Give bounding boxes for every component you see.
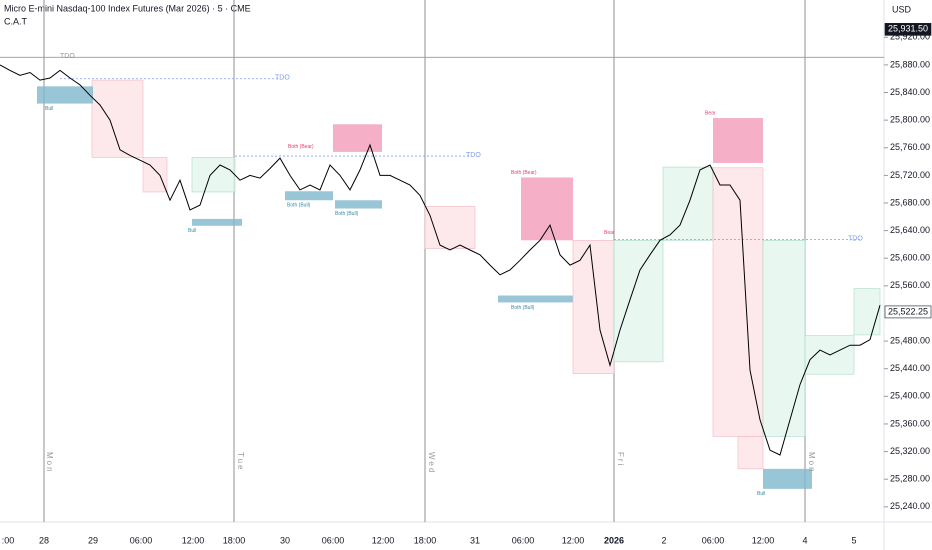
- zone: [737, 436, 764, 470]
- x-tick-label: 28: [39, 535, 49, 545]
- indicator-name: C.A.T: [4, 16, 28, 26]
- chart-title: Micro E-mini Nasdaq-100 Index Futures (M…: [4, 3, 251, 13]
- x-tick-label: 2: [661, 535, 666, 545]
- zone: [333, 124, 382, 152]
- x-tick-label: 31: [470, 535, 480, 545]
- y-tick-label: 25,480.00: [890, 335, 930, 345]
- zone: [763, 468, 812, 489]
- zone: [762, 239, 806, 437]
- zone: [498, 295, 573, 303]
- zone: [37, 86, 93, 104]
- box-label: Both (Bear): [511, 170, 537, 176]
- box-label: Bear: [604, 230, 615, 236]
- zone: [91, 79, 144, 158]
- y-tick-label: 25,320.00: [890, 446, 930, 456]
- x-tick-label: 12:00: [752, 535, 775, 545]
- zone: [192, 218, 242, 226]
- y-tick-label: 25,760.00: [890, 142, 930, 152]
- box-label: Both (Bull): [511, 305, 535, 311]
- box-label: Bull: [188, 228, 196, 234]
- level-label: TDO: [60, 53, 75, 60]
- day-label: Mon: [45, 452, 54, 474]
- zone: [521, 177, 573, 241]
- x-tick-label: 18:00: [223, 535, 246, 545]
- x-tick-label: 5: [851, 535, 856, 545]
- box-label: Bull: [757, 491, 765, 497]
- zone: [662, 166, 714, 241]
- level-label: TDO: [848, 235, 863, 242]
- x-tick-label: 2026: [604, 535, 624, 545]
- y-tick-label: 25,640.00: [890, 225, 930, 235]
- price-tag-label: 25,522.25: [888, 306, 928, 316]
- x-tick-label: 12:00: [372, 535, 395, 545]
- day-label: Mon: [807, 452, 816, 474]
- level-label: TDO: [466, 152, 481, 159]
- y-tick-label: 25,840.00: [890, 87, 930, 97]
- x-tick-label: 06:00: [702, 535, 725, 545]
- zone: [285, 191, 333, 201]
- price-tag: [884, 23, 932, 36]
- y-tick-label: 25,920.00: [890, 32, 930, 42]
- x-tick-label: 29: [88, 535, 98, 545]
- zone: [424, 206, 476, 249]
- zone: [613, 239, 664, 363]
- x-tick-label: 30: [280, 535, 290, 545]
- x-tick-label: 06:00: [130, 535, 153, 545]
- level-label: TDO: [275, 75, 290, 82]
- price-line: [0, 64, 881, 456]
- day-label: Fri: [616, 452, 625, 467]
- zone: [713, 118, 763, 163]
- x-tick-label: 06:00: [322, 535, 345, 545]
- x-tick-label: 12:00: [182, 535, 205, 545]
- box-label: Both (Bear): [288, 144, 314, 150]
- y-tick-label: 25,800.00: [890, 115, 930, 125]
- box-label: Bear: [705, 110, 716, 116]
- currency: USD: [892, 4, 912, 14]
- box-label: Bull: [45, 106, 53, 112]
- zone: [853, 288, 881, 336]
- y-tick-label: 25,280.00: [890, 474, 930, 484]
- y-tick-label: 25,240.00: [890, 501, 930, 511]
- y-tick-label: 25,560.00: [890, 280, 930, 290]
- x-tick-label: 06:00: [512, 535, 535, 545]
- y-tick-label: 25,680.00: [890, 197, 930, 207]
- y-tick-label: 25,880.00: [890, 59, 930, 69]
- box-label: Both (Bull): [335, 211, 359, 217]
- zone: [712, 167, 764, 437]
- price-tag: [884, 305, 932, 319]
- y-tick-label: 25,720.00: [890, 170, 930, 180]
- zone: [191, 157, 236, 193]
- y-tick-label: 25,400.00: [890, 391, 930, 401]
- y-tick-label: 25,440.00: [890, 363, 930, 373]
- x-tick-label: :00: [2, 535, 15, 545]
- price-tag-label: 25,931.50: [888, 24, 928, 34]
- zone: [142, 157, 168, 193]
- x-tick-label: 12:00: [562, 535, 585, 545]
- day-label: Wed: [427, 452, 436, 474]
- day-label: Tue: [236, 452, 245, 472]
- zone: [335, 200, 382, 209]
- box-label: Both (Bull): [287, 203, 311, 209]
- y-tick-label: 25,600.00: [890, 253, 930, 263]
- x-tick-label: 18:00: [414, 535, 437, 545]
- y-tick-label: 25,360.00: [890, 418, 930, 428]
- y-axis: 25,240.00 25,280.00 25,320.00 25,360.00 25,4…: [884, 32, 930, 511]
- x-tick-label: 4: [802, 535, 807, 545]
